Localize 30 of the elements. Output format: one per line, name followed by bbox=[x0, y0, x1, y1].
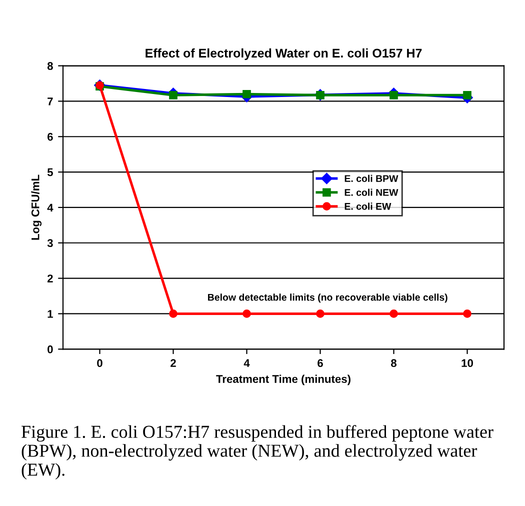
y-tick-label: 5 bbox=[47, 168, 53, 176]
point bbox=[463, 310, 472, 318]
y-tick-label: 1 bbox=[48, 310, 53, 318]
point bbox=[316, 310, 324, 318]
y-tick-label: 0 bbox=[48, 345, 53, 354]
point bbox=[390, 310, 398, 318]
y-tick-label: 2 bbox=[47, 274, 53, 282]
point bbox=[169, 310, 178, 318]
x-tick-label: 10 bbox=[462, 359, 473, 368]
annotation: Below detectable limits (no recoverable viable cells) bbox=[208, 294, 448, 303]
y-tick-label: 6 bbox=[48, 132, 53, 141]
legend-label: E. coli EW bbox=[344, 202, 392, 210]
caption: Figure 1. E. coli O157:H7 resuspended in buffered peptone water (BPW), non-electrolyzed water (NEW), and electrolyzed water (EW). bbox=[22, 425, 494, 480]
x-tick-label: 2 bbox=[170, 359, 176, 367]
x-tick-label: 8 bbox=[391, 359, 396, 368]
legend-label: E. coli BPW bbox=[344, 174, 398, 182]
y-axis-title: Log CFU/mL bbox=[31, 174, 42, 240]
point bbox=[242, 310, 251, 318]
y-tick-label: 8 bbox=[47, 62, 53, 70]
point bbox=[242, 90, 251, 98]
chart-title: Effect of Electrolyzed Water on E. coli O157 H7 bbox=[146, 48, 422, 60]
y-tick-label: 3 bbox=[47, 239, 53, 248]
x-tick-label: 4 bbox=[244, 359, 250, 367]
x-tick-label: 0 bbox=[97, 359, 102, 368]
point bbox=[463, 91, 472, 100]
y-tick-label: 4 bbox=[47, 204, 54, 212]
legend-label: E. coli NEW bbox=[344, 188, 398, 196]
x-axis-title: Treatment Time (minutes) bbox=[216, 374, 350, 386]
y-tick-label: 7 bbox=[48, 98, 53, 106]
x-tick-label: 6 bbox=[318, 359, 323, 368]
